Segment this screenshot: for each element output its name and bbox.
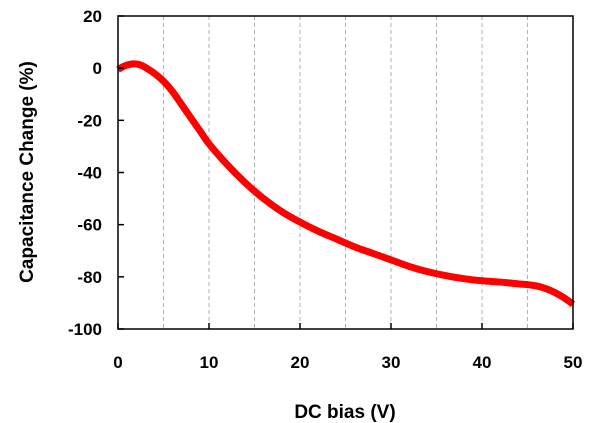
x-tick-label: 0: [113, 353, 122, 372]
series-layer: [116, 60, 576, 308]
y-tick-label: -60: [77, 216, 102, 235]
y-tick-label: -40: [77, 164, 102, 183]
y-tick-label: -20: [77, 111, 102, 130]
x-tick-label: 20: [291, 353, 310, 372]
series-line: [116, 60, 576, 308]
x-axis-label: DC bias (V): [294, 402, 395, 423]
x-tick-label: 40: [473, 353, 492, 372]
x-tick-label: 30: [382, 353, 401, 372]
y-tick-labels: 20 0 -20 -40 -60 -80 -100: [68, 7, 124, 339]
x-tick-labels: 0 10 20 30 40 50: [113, 323, 582, 372]
y-tick-label: -80: [77, 268, 102, 287]
x-tick-label: 10: [200, 353, 219, 372]
y-tick-label: 0: [93, 59, 102, 78]
y-tick-label: -100: [68, 320, 102, 339]
y-tick-label: 20: [83, 7, 102, 26]
x-tick-label: 50: [564, 353, 583, 372]
y-axis-label: Capacitance Change (%): [17, 61, 38, 283]
